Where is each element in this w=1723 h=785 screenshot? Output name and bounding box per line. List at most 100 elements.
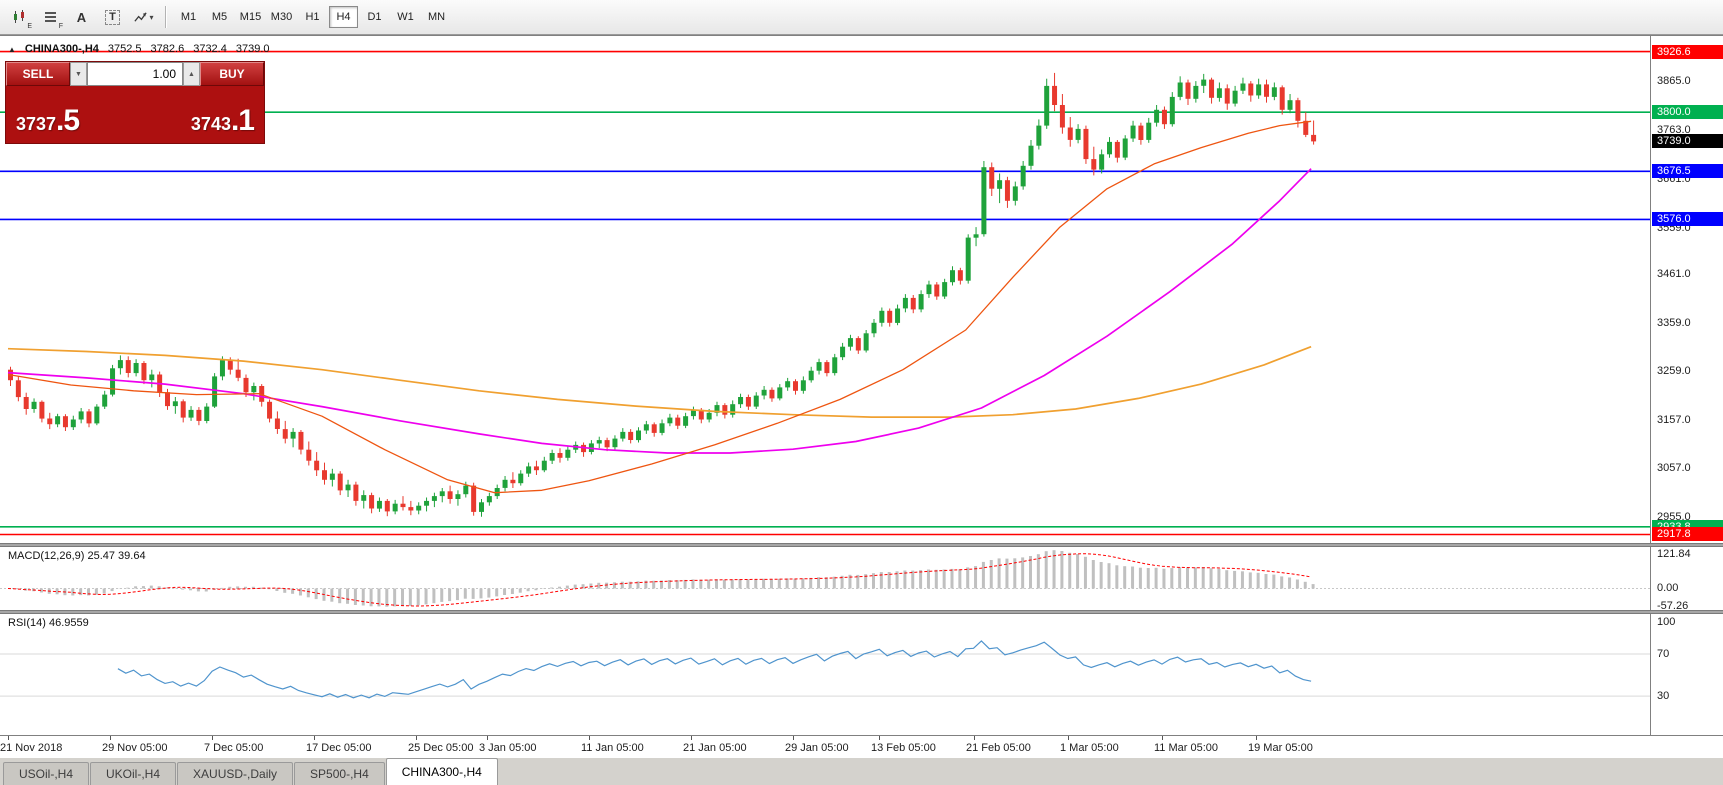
price-axis-tick: 3359.0 <box>1657 317 1691 329</box>
macd-panel-canvas[interactable] <box>0 547 1650 610</box>
sell-price[interactable]: 3737 .5 <box>16 104 80 137</box>
rsi-indicator-label: RSI(14) 46.9559 <box>8 617 89 629</box>
one-click-trade-panel: SELL ▼ ▲ BUY 3737 .5 3743 .1 <box>6 62 264 143</box>
candlestick-chart-icon[interactable]: E <box>5 4 34 30</box>
icon-sub-label: F <box>58 23 63 30</box>
timeframe-button-mn[interactable]: MN <box>427 11 446 23</box>
chevron-down-icon: ▾ <box>149 12 154 22</box>
timeframe-button-w1[interactable]: W1 <box>397 11 414 23</box>
volume-up-button[interactable]: ▲ <box>183 62 200 86</box>
symbol-ohlc-header: ▲ CHINA300-,H4 3752.5 3782.6 3732.4 3739… <box>8 43 270 55</box>
symbol-name: CHINA300-,H4 <box>24 43 99 55</box>
chart-tab-china300-h4[interactable]: CHINA300-,H4 <box>385 758 498 785</box>
quick-trade-icon[interactable]: ▾ <box>129 4 158 30</box>
date-label: 25 Dec 05:00 <box>408 742 474 754</box>
rsi-axis-tick: 100 <box>1657 616 1676 628</box>
timeframe-button-m30[interactable]: M30 <box>270 11 293 23</box>
price-level-chip: 2917.8 <box>1652 527 1723 541</box>
ohlc-low: 3732.4 <box>193 43 227 55</box>
date-label: 21 Nov 2018 <box>0 742 63 754</box>
chart-tab-sp500-h4[interactable]: SP500-,H4 <box>294 762 385 785</box>
chart-tab-xauusd-daily[interactable]: XAUUSD-,Daily <box>177 762 294 785</box>
date-axis[interactable]: 21 Nov 2018 29 Nov 05:00 7 Dec 05:00 17 Dec… <box>0 735 1723 758</box>
ohlc-close: 3739.0 <box>235 43 270 55</box>
price-level-chip: 3926.6 <box>1652 45 1723 59</box>
date-axis-tick <box>879 736 880 740</box>
date-axis-tick <box>110 736 111 740</box>
date-axis-tick <box>793 736 794 740</box>
collapse-panel-icon[interactable]: ▲ <box>8 44 16 54</box>
bar-chart-icon[interactable]: F <box>36 4 65 30</box>
macd-axis-tick: 121.84 <box>1657 548 1691 560</box>
price-axis[interactable]: 3865.0 3763.0 3661.0 3559.0 3461.0 3359.0 3259… <box>1650 36 1723 735</box>
toolbar: E F A T ▾ M1 M5 M15 M30 H1 H4 D1 W1 MN <box>0 0 1723 35</box>
ohlc-open: 3752.5 <box>107 43 142 55</box>
price-axis-tick: 3461.0 <box>1657 268 1691 280</box>
trade-panel-controls: SELL ▼ ▲ BUY <box>6 62 264 86</box>
price-axis-tick: 3157.0 <box>1657 414 1691 426</box>
date-axis-tick <box>487 736 488 740</box>
rsi-panel-splitter[interactable] <box>0 610 1723 614</box>
timeframe-button-h1[interactable]: H1 <box>305 11 320 23</box>
buy-button[interactable]: BUY <box>200 62 264 86</box>
price-level-chip: 3800.0 <box>1652 105 1723 119</box>
date-label: 29 Nov 05:00 <box>102 742 168 754</box>
trade-panel-prices: 3737 .5 3743 .1 <box>6 86 264 143</box>
price-level-chip: 3576.0 <box>1652 212 1723 226</box>
ohlc-high: 3782.6 <box>150 43 185 55</box>
timeframe-button-m1[interactable]: M1 <box>180 11 197 23</box>
bar-chart-glyph <box>44 12 56 22</box>
date-label: 19 Mar 05:00 <box>1248 742 1313 754</box>
price-axis-tick: 3865.0 <box>1657 75 1691 87</box>
zigzag-arrow-glyph <box>134 11 148 22</box>
timeframe-button-m5[interactable]: M5 <box>211 11 228 23</box>
toolbar-separator <box>165 6 167 28</box>
timeframe-button-m15[interactable]: M15 <box>239 11 262 23</box>
date-axis-tick <box>691 736 692 740</box>
rsi-axis-tick: 30 <box>1657 690 1670 702</box>
date-label: 17 Dec 05:00 <box>306 742 372 754</box>
chart-tab-bar: USOil-,H4 UKOil-,H4 XAUUSD-,Daily SP500-,H4… <box>0 757 1723 785</box>
candlestick-glyph <box>13 10 24 23</box>
date-axis-tick <box>1256 736 1257 740</box>
date-label: 21 Jan 05:00 <box>683 742 747 754</box>
icon-sub-label: E <box>27 23 32 30</box>
date-label: 11 Mar 05:00 <box>1154 742 1219 754</box>
macd-axis-tick: -57.26 <box>1657 600 1689 612</box>
sell-button[interactable]: SELL <box>6 62 70 86</box>
date-label: 11 Jan 05:00 <box>581 742 644 754</box>
date-label: 1 Mar 05:00 <box>1060 742 1119 754</box>
date-axis-tick <box>416 736 417 740</box>
buy-price[interactable]: 3743 .1 <box>190 104 255 137</box>
macd-indicator-label: MACD(12,26,9) 25.47 39.64 <box>8 550 146 562</box>
date-axis-tick <box>1068 736 1069 740</box>
date-label: 7 Dec 05:00 <box>204 742 264 754</box>
timeframe-button-d1[interactable]: D1 <box>367 11 382 23</box>
volume-down-button[interactable]: ▼ <box>70 62 87 86</box>
price-level-chip: 3739.0 <box>1652 134 1723 148</box>
date-axis-tick <box>974 736 975 740</box>
text-label-icon[interactable]: T <box>98 4 127 30</box>
volume-input[interactable] <box>87 62 183 86</box>
macd-panel-splitter[interactable] <box>0 543 1723 547</box>
rsi-panel-canvas[interactable] <box>0 614 1650 735</box>
chart-tab-usoil-h4[interactable]: USOil-,H4 <box>3 762 90 785</box>
price-axis-tick: 3259.0 <box>1657 365 1691 377</box>
price-level-chip: 3676.5 <box>1652 164 1723 178</box>
date-label: 3 Jan 05:00 <box>479 742 537 754</box>
date-label: 21 Feb 05:00 <box>966 742 1031 754</box>
date-axis-tick <box>212 736 213 740</box>
price-axis-tick: 3763.0 <box>1657 124 1691 136</box>
date-label: 29 Jan 05:00 <box>785 742 849 754</box>
timeframe-button-h4[interactable]: H4 <box>329 6 358 28</box>
date-axis-tick <box>314 736 315 740</box>
timeframe-group: M1 M5 M15 M30 H1 H4 D1 W1 MN <box>173 6 452 28</box>
date-axis-tick <box>589 736 590 740</box>
main-chart-canvas[interactable] <box>0 38 1650 543</box>
chart-region: ▲ CHINA300-,H4 3752.5 3782.6 3732.4 3739… <box>0 35 1723 758</box>
date-axis-tick <box>8 736 9 740</box>
chart-tab-ukoil-h4[interactable]: UKOil-,H4 <box>90 762 177 785</box>
date-axis-tick <box>1162 736 1163 740</box>
macd-axis-tick: 0.00 <box>1657 582 1679 594</box>
font-icon[interactable]: A <box>76 9 87 25</box>
